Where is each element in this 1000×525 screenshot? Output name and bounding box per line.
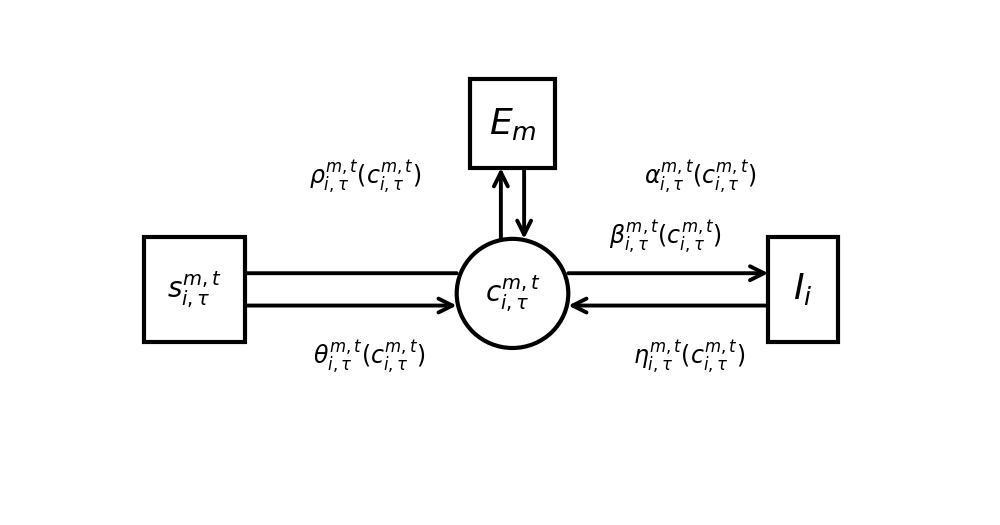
Text: $E_m$: $E_m$ — [489, 106, 536, 142]
FancyArrowPatch shape — [245, 299, 452, 312]
FancyBboxPatch shape — [470, 79, 555, 168]
Text: $\rho^{m,t}_{i,\tau}(c^{m,t}_{i,\tau})$: $\rho^{m,t}_{i,\tau}(c^{m,t}_{i,\tau})$ — [309, 158, 421, 195]
FancyBboxPatch shape — [768, 237, 838, 342]
Text: $\beta^{m,t}_{i,\tau}(c^{m,t}_{i,\tau})$: $\beta^{m,t}_{i,\tau}(c^{m,t}_{i,\tau})$ — [609, 218, 722, 255]
FancyArrowPatch shape — [517, 168, 531, 235]
FancyArrowPatch shape — [494, 172, 508, 239]
Ellipse shape — [457, 239, 568, 348]
Text: $\theta^{m,t}_{i,\tau}(c^{m,t}_{i,\tau})$: $\theta^{m,t}_{i,\tau}(c^{m,t}_{i,\tau})… — [313, 338, 425, 374]
FancyArrowPatch shape — [573, 299, 768, 312]
Text: $s^{m,t}_{i,\tau}$: $s^{m,t}_{i,\tau}$ — [167, 269, 222, 310]
Text: $\alpha^{m,t}_{i,\tau}(c^{m,t}_{i,\tau})$: $\alpha^{m,t}_{i,\tau}(c^{m,t}_{i,\tau})… — [644, 158, 757, 195]
Text: $\eta^{m,t}_{i,\tau}(c^{m,t}_{i,\tau})$: $\eta^{m,t}_{i,\tau}(c^{m,t}_{i,\tau})$ — [633, 338, 745, 374]
Text: $I_i$: $I_i$ — [793, 271, 813, 307]
FancyArrowPatch shape — [568, 266, 764, 280]
FancyBboxPatch shape — [144, 237, 245, 342]
Text: $c^{m,t}_{i,\tau}$: $c^{m,t}_{i,\tau}$ — [485, 273, 540, 314]
